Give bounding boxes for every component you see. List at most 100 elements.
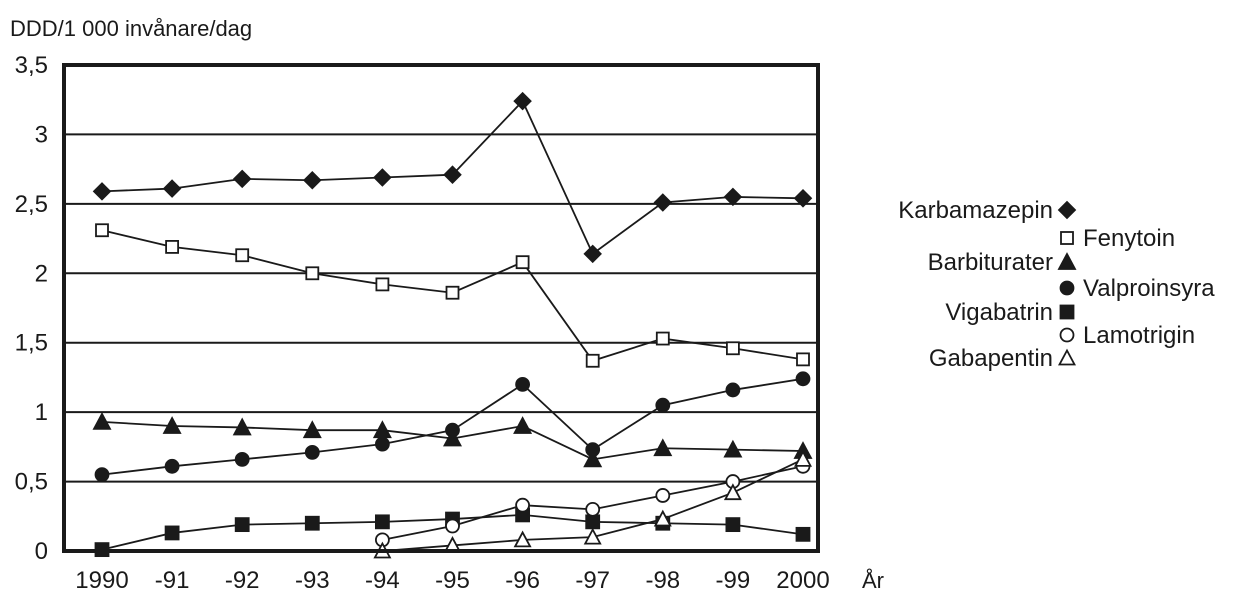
- y-tick-label: 1: [35, 399, 48, 426]
- x-axis-title: År: [862, 568, 884, 593]
- data-point: [723, 187, 743, 207]
- data-point: [585, 514, 601, 530]
- data-point: [164, 458, 180, 474]
- y-tick-label: 3: [35, 121, 48, 148]
- data-point: [443, 165, 462, 184]
- data-point: [653, 509, 672, 527]
- data-point: [234, 517, 250, 533]
- data-point: [585, 501, 601, 517]
- x-tick-label: -94: [365, 567, 400, 593]
- series-group: [92, 91, 813, 559]
- data-point: [445, 422, 460, 438]
- data-point: [655, 488, 671, 503]
- x-tick-label: -91: [155, 567, 190, 593]
- legend: Karbamazepin Fenytoin Barbiturater Valproin…: [898, 197, 1215, 372]
- data-point: [795, 371, 811, 387]
- x-tick-label: 1990: [75, 567, 128, 593]
- y-tick-label: 2,5: [15, 191, 48, 218]
- legend-label: Gabapentin: [929, 345, 1053, 372]
- data-point: [585, 353, 600, 368]
- legend-item-vigabatrin: Vigabatrin: [945, 299, 1075, 326]
- data-point: [162, 416, 182, 434]
- series-barbiturater: [92, 411, 813, 468]
- data-point: [793, 189, 813, 208]
- y-axis-title: DDD/1 000 invånare/dag: [10, 16, 252, 41]
- data-point: [725, 382, 741, 398]
- data-point: [445, 518, 460, 534]
- legend-item-gabapentin: Gabapentin: [929, 345, 1077, 372]
- x-tick-label: -93: [295, 567, 330, 593]
- data-point: [235, 248, 250, 263]
- legend-marker: [1057, 348, 1077, 366]
- data-point: [95, 223, 109, 238]
- legend-marker: [1057, 200, 1077, 220]
- legend-item-karbamazepin: Karbamazepin: [898, 197, 1077, 224]
- data-point: [232, 169, 252, 189]
- series-karbamazepin: [92, 91, 813, 264]
- legend-item-lamotrigin: Lamotrigin: [1059, 322, 1195, 349]
- legend-marker: [1059, 280, 1075, 296]
- data-point: [302, 420, 322, 439]
- data-point: [515, 376, 530, 392]
- legend-label: Vigabatrin: [945, 299, 1053, 326]
- plot-frame: [62, 63, 820, 553]
- y-tick-label: 0: [35, 538, 48, 565]
- series-lamotrigin: [374, 458, 811, 548]
- data-point: [723, 439, 743, 458]
- x-tick-label: -95: [435, 567, 470, 593]
- data-point: [653, 193, 673, 212]
- y-tick-label: 2: [35, 260, 48, 287]
- x-tick-label: -97: [575, 567, 610, 593]
- legend-label: Valproinsyra: [1083, 275, 1215, 302]
- legend-marker: [1057, 252, 1077, 270]
- data-point: [443, 428, 462, 447]
- x-tick-label: -96: [505, 567, 540, 593]
- data-point: [515, 497, 530, 513]
- legend-marker: [1059, 304, 1075, 320]
- legend-label: Karbamazepin: [898, 197, 1053, 224]
- data-point: [374, 514, 390, 530]
- y-tick-label: 0,5: [15, 469, 48, 496]
- data-point: [162, 179, 182, 198]
- data-point: [303, 170, 322, 190]
- data-point: [94, 467, 110, 483]
- data-point: [374, 436, 390, 452]
- data-point: [583, 244, 602, 264]
- data-point: [655, 331, 670, 346]
- x-tick-label: -92: [225, 567, 260, 593]
- legend-marker: [1060, 231, 1074, 245]
- legend-item-fenytoin: Fenytoin: [1060, 225, 1175, 252]
- data-point: [655, 397, 671, 413]
- x-tick-label: -98: [645, 567, 680, 593]
- legend-item-valproinsyra: Valproinsyra: [1059, 275, 1215, 302]
- data-point: [795, 526, 811, 542]
- data-point: [583, 527, 602, 545]
- data-point: [515, 255, 530, 270]
- data-point: [234, 451, 250, 467]
- data-point: [445, 285, 460, 300]
- legend-label: Fenytoin: [1083, 225, 1175, 252]
- series-fenytoin: [95, 223, 810, 368]
- y-axis-ticks: 0 0,5 1 1,5 2 2,5 3 3,5: [15, 52, 48, 565]
- data-point: [164, 525, 180, 541]
- legend-label: Lamotrigin: [1083, 322, 1195, 349]
- x-tick-label: -99: [716, 567, 751, 593]
- data-point: [653, 438, 673, 457]
- data-point: [723, 483, 742, 501]
- data-point: [585, 442, 601, 458]
- data-point: [305, 266, 320, 281]
- data-point: [583, 449, 603, 468]
- gridlines: [64, 133, 818, 483]
- data-point: [513, 416, 533, 434]
- data-point: [796, 352, 810, 367]
- data-point: [92, 182, 112, 201]
- data-point: [726, 341, 740, 356]
- y-tick-label: 1,5: [15, 330, 48, 357]
- legend-item-barbiturater: Barbiturater: [928, 249, 1077, 276]
- data-point: [725, 517, 741, 533]
- data-point: [513, 91, 532, 111]
- x-tick-label: 2000: [776, 567, 829, 593]
- legend-label: Barbiturater: [928, 249, 1053, 276]
- data-point: [793, 449, 813, 467]
